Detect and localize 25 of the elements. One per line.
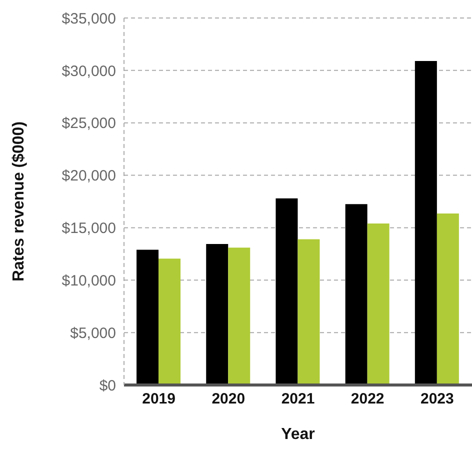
bar [345,204,368,385]
y-tick-label: $25,000 [62,115,116,132]
y-tick-label: $10,000 [62,272,116,290]
x-tick-label: 2022 [350,390,384,408]
bar [298,239,320,385]
x-tick-label: 2023 [420,390,454,408]
x-tick-label: 2021 [281,390,315,408]
bar [158,258,181,385]
bar [206,244,228,385]
bar [276,198,298,385]
bar [367,224,390,385]
y-tick-label: $5,000 [70,324,116,342]
y-tick-label: $15,000 [62,220,116,238]
bar [228,248,250,385]
bar [436,214,459,385]
y-tick-label: $30,000 [62,62,116,80]
bar [136,250,159,385]
y-tick-label: $35,000 [62,10,116,28]
y-axis-title: Rates revenue ($000) [10,121,28,282]
y-tick-label: $20,000 [62,168,116,185]
x-tick-label: 2019 [142,390,176,408]
x-axis-title: Year [281,426,315,443]
x-tick-label: 2020 [212,390,246,408]
y-tick-label: $0 [99,377,116,394]
bar [414,60,437,385]
